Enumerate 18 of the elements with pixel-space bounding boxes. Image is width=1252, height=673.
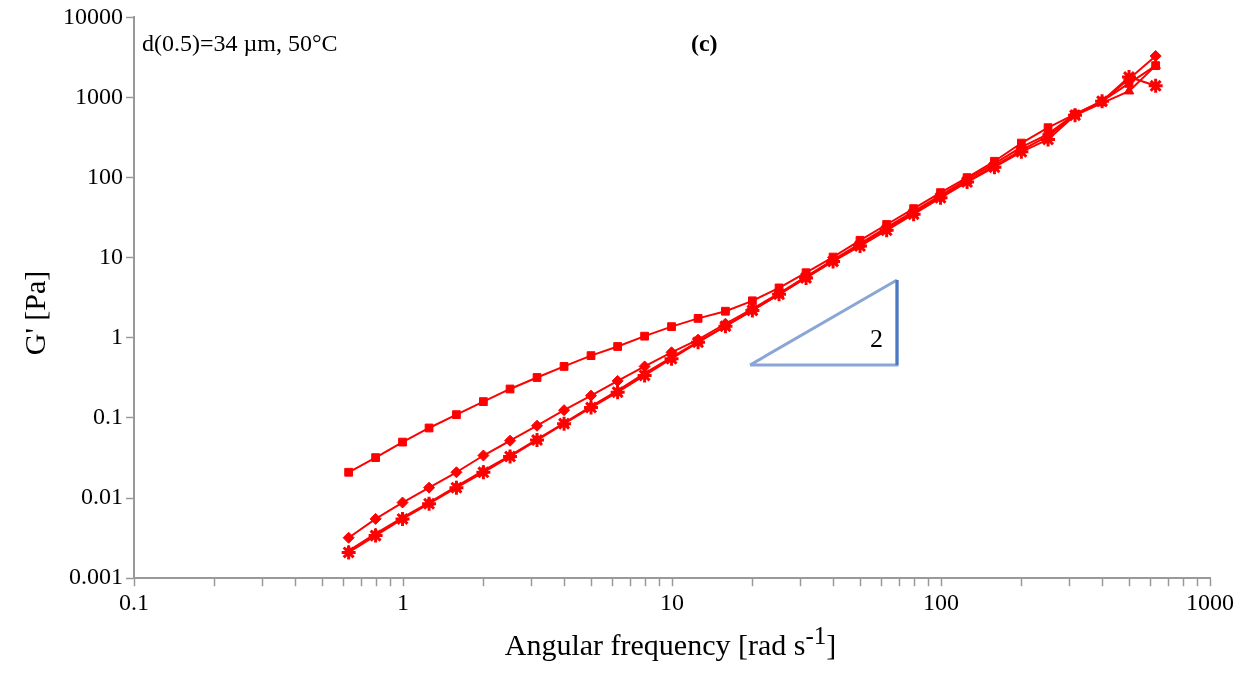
y-tick-label: 0.1 <box>93 403 123 430</box>
y-tick-label: 10 <box>99 243 123 270</box>
y-tick-label: 0.001 <box>69 563 123 590</box>
y-tick-label: 1000 <box>75 82 123 109</box>
y-tick-label: 10000 <box>63 2 123 29</box>
annotation: 2 <box>869 323 883 353</box>
x-tick-label: 10 <box>660 588 684 615</box>
y-tick-label: 100 <box>87 162 123 189</box>
x-tick-label: 1000 <box>1186 588 1234 615</box>
y-tick-label: 1 <box>111 323 123 350</box>
x-tick-label: 100 <box>923 588 959 615</box>
y-tick-label: 0.01 <box>81 483 123 510</box>
y-axis-title: G' [Pa] <box>18 269 52 358</box>
annotation: d(0.5)=34 µm, 50°C <box>142 29 338 56</box>
x-tick-label: 1 <box>397 588 409 615</box>
x-axis-title: Angular frequency [rad s$^{-1}$] <box>503 622 838 662</box>
x-tick-label: 0.1 <box>119 588 149 615</box>
annotation: (c) <box>690 29 718 56</box>
